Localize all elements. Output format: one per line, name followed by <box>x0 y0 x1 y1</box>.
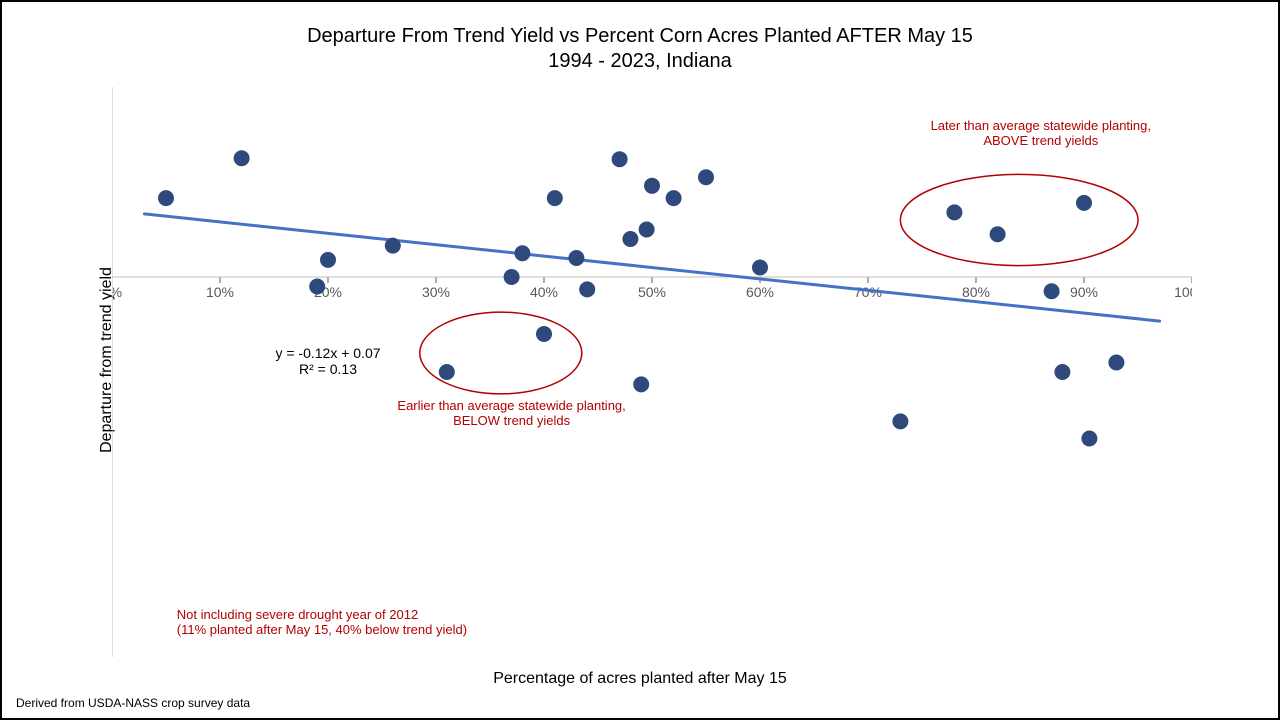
source-credit: Derived from USDA-NASS crop survey data <box>16 696 250 710</box>
footnote-line1: Not including severe drought year of 201… <box>177 607 418 622</box>
data-point <box>644 178 660 194</box>
x-tick-label: 10% <box>206 284 234 300</box>
data-point <box>320 252 336 268</box>
data-point <box>752 260 768 276</box>
data-point <box>639 222 655 238</box>
data-point <box>1076 195 1092 211</box>
data-point <box>536 326 552 342</box>
data-point <box>158 190 174 206</box>
data-point <box>612 151 628 167</box>
x-tick-label: 40% <box>530 284 558 300</box>
data-point <box>439 364 455 380</box>
plot-area: −40%−30%−20%−10%0%10%20%0%10%20%30%40%50… <box>112 87 1192 657</box>
data-point <box>309 279 325 295</box>
x-tick-label: 100% <box>1174 284 1192 300</box>
footnote-line2: (11% planted after May 15, 40% below tre… <box>177 622 467 637</box>
data-point <box>547 190 563 206</box>
data-point <box>1054 364 1070 380</box>
data-point <box>1081 431 1097 447</box>
data-point <box>568 250 584 266</box>
annotation-ellipse-later-above <box>900 174 1138 265</box>
data-point <box>892 413 908 429</box>
data-point <box>579 281 595 297</box>
annotation-text-earlier-below-2: BELOW trend yields <box>453 413 571 428</box>
data-point <box>666 190 682 206</box>
data-point <box>946 204 962 220</box>
x-tick-label: 60% <box>746 284 774 300</box>
x-tick-label: 0% <box>112 284 122 300</box>
title-line1: Departure From Trend Yield vs Percent Co… <box>307 25 973 47</box>
r-squared: R² = 0.13 <box>299 361 357 377</box>
data-point <box>234 150 250 166</box>
data-point <box>1044 283 1060 299</box>
data-point <box>698 169 714 185</box>
chart-title: Departure From Trend Yield vs Percent Co… <box>2 24 1278 74</box>
data-point <box>1108 355 1124 371</box>
data-point <box>514 245 530 261</box>
data-point <box>633 376 649 392</box>
annotation-text-earlier-below: Earlier than average statewide planting, <box>397 398 625 413</box>
scatter-plot-svg: −40%−30%−20%−10%0%10%20%0%10%20%30%40%50… <box>112 87 1192 657</box>
data-point <box>622 231 638 247</box>
x-tick-label: 90% <box>1070 284 1098 300</box>
x-axis-label: Percentage of acres planted after May 15 <box>2 670 1278 688</box>
data-point <box>990 226 1006 242</box>
annotation-text-later-above: Later than average statewide planting, <box>931 118 1151 133</box>
title-line2: 1994 - 2023, Indiana <box>548 50 732 72</box>
chart-frame: Departure From Trend Yield vs Percent Co… <box>0 0 1280 720</box>
data-point <box>385 238 401 254</box>
x-tick-label: 30% <box>422 284 450 300</box>
regression-equation: y = -0.12x + 0.07 <box>275 345 380 361</box>
annotation-text-later-above-2: ABOVE trend yields <box>983 133 1098 148</box>
annotation-ellipse-earlier-below <box>420 312 582 394</box>
data-point <box>504 269 520 285</box>
x-tick-label: 50% <box>638 284 666 300</box>
x-tick-label: 80% <box>962 284 990 300</box>
